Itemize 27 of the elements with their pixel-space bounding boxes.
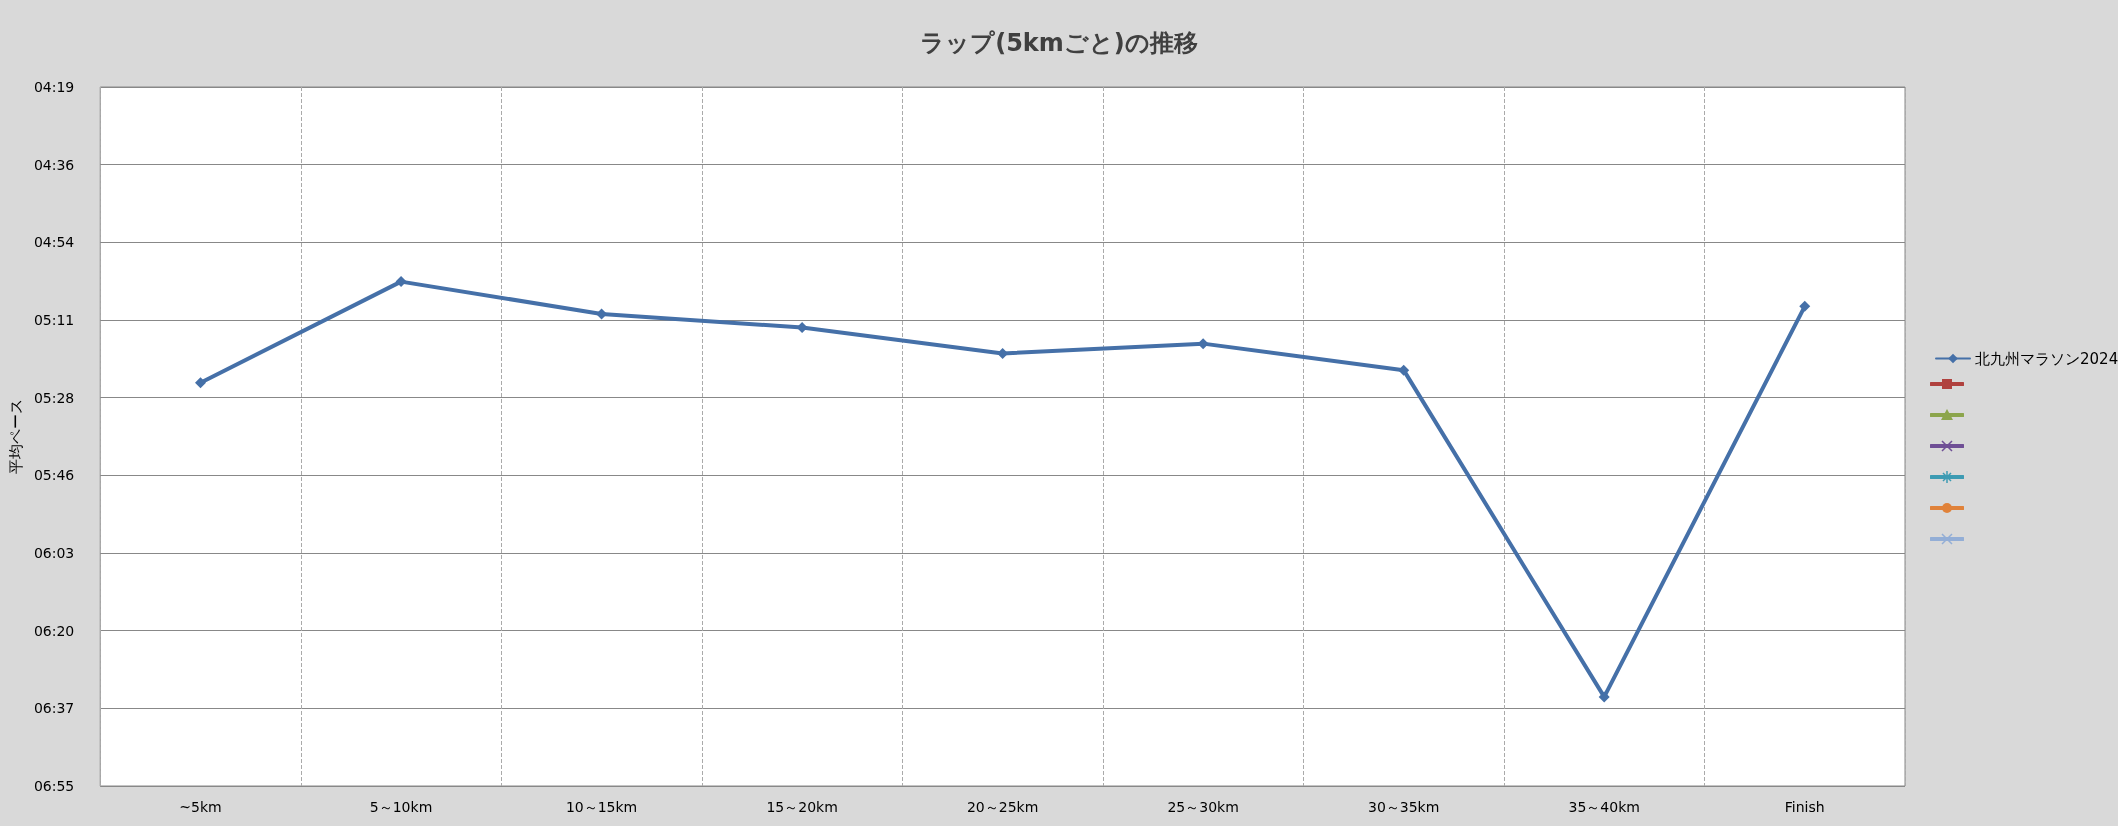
x-tick-label: 20～25km bbox=[966, 799, 1039, 815]
x-tick-label: 30～35km bbox=[1367, 799, 1440, 815]
x-tick-label: 35～40km bbox=[1568, 799, 1640, 815]
y-tick-label: 06:55 bbox=[33, 778, 75, 794]
point bbox=[1598, 691, 1610, 703]
y-tick-label: 04:19 bbox=[33, 79, 75, 95]
x-tick-label: 10～15km bbox=[565, 799, 638, 815]
point bbox=[1398, 364, 1410, 376]
point bbox=[1799, 300, 1811, 312]
point bbox=[195, 377, 207, 389]
y-tick-label: 04:54 bbox=[33, 234, 75, 251]
legend-label: 北九州マラソン2024 bbox=[1975, 349, 2118, 368]
y-tick-label: 04:36 bbox=[33, 156, 75, 173]
point bbox=[395, 276, 407, 288]
chart-title: ラップ(5kmごと)の推移 bbox=[920, 29, 1198, 57]
y-tick-label: 06:20 bbox=[33, 622, 75, 639]
x-tick-label: ~5km bbox=[179, 799, 222, 815]
y-tick-label: 05:46 bbox=[33, 467, 75, 484]
x-tick-label: Finish bbox=[1784, 799, 1825, 815]
y-tick-label: 06:03 bbox=[33, 545, 75, 561]
y-axis-title: 平均ペース bbox=[6, 399, 25, 474]
y-tick-label: 05:28 bbox=[33, 389, 75, 406]
x-tick-label: 15～20km bbox=[766, 799, 838, 815]
x-tick-label: 5～10km bbox=[369, 799, 433, 815]
y-tick-label: 05:11 bbox=[33, 312, 75, 328]
x-tick-label: 25～30km bbox=[1167, 799, 1239, 815]
y-tick-label: 06:37 bbox=[33, 700, 75, 717]
